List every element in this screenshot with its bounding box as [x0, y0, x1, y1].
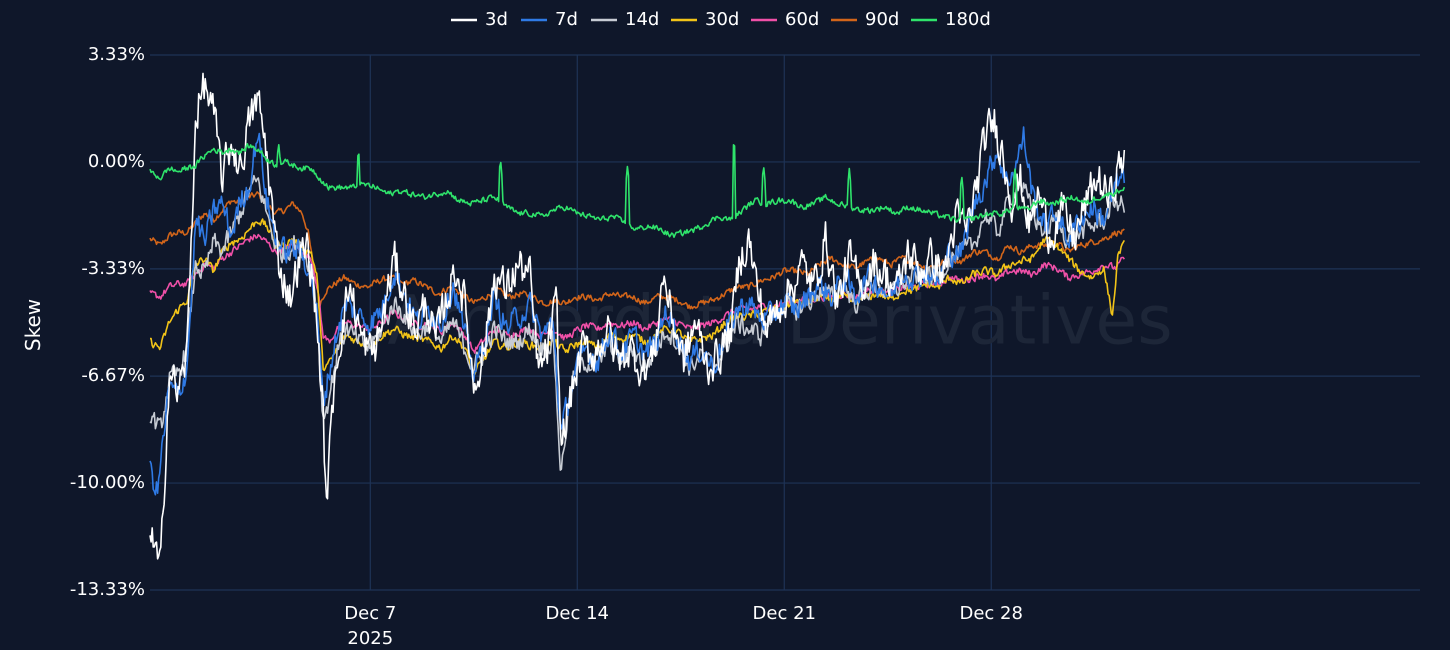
y-tick-label: -13.33% [70, 579, 145, 600]
series-line-180d [149, 143, 1126, 238]
legend-item-7d[interactable]: 7d [521, 9, 578, 30]
x-tick-year-label: 2025 [347, 628, 393, 649]
legend-label: 180d [945, 9, 991, 30]
legend-label: 30d [705, 9, 739, 30]
legend-item-14d[interactable]: 14d [591, 9, 659, 30]
x-tick-label: Dec 28 [960, 603, 1023, 624]
y-tick-label: 3.33% [88, 44, 145, 65]
legend-item-3d[interactable]: 3d [451, 9, 508, 30]
legend-item-90d[interactable]: 90d [831, 9, 899, 30]
legend-label: 14d [625, 9, 659, 30]
series-layer [149, 72, 1126, 560]
y-axis-label: Skew [21, 299, 45, 351]
legend-label: 7d [555, 9, 578, 30]
x-tick-label: Dec 14 [546, 603, 609, 624]
y-tick-label: 0.00% [88, 151, 145, 172]
x-axis: Dec 7 2025 Dec 14 Dec 21 Dec 28 [344, 603, 1023, 649]
y-tick-label: -3.33% [81, 258, 145, 279]
x-tick-label: Dec 7 [344, 603, 396, 624]
legend-item-60d[interactable]: 60d [751, 9, 819, 30]
y-tick-label: -6.67% [81, 365, 145, 386]
legend-item-30d[interactable]: 30d [671, 9, 739, 30]
x-tick-label: Dec 21 [753, 603, 816, 624]
y-axis: 3.33% 0.00% -3.33% -6.67% -10.00% -13.33% [70, 44, 145, 600]
legend-item-180d[interactable]: 180d [911, 9, 991, 30]
legend[interactable]: 3d 7d 14d 30d 60d 90d 180d [451, 9, 991, 30]
legend-label: 3d [485, 9, 508, 30]
legend-label: 90d [865, 9, 899, 30]
series-line-7d [149, 126, 1126, 496]
series-line-60d [149, 233, 1125, 354]
series-line-3d [149, 72, 1126, 560]
y-tick-label: -10.00% [70, 472, 145, 493]
legend-label: 60d [785, 9, 819, 30]
